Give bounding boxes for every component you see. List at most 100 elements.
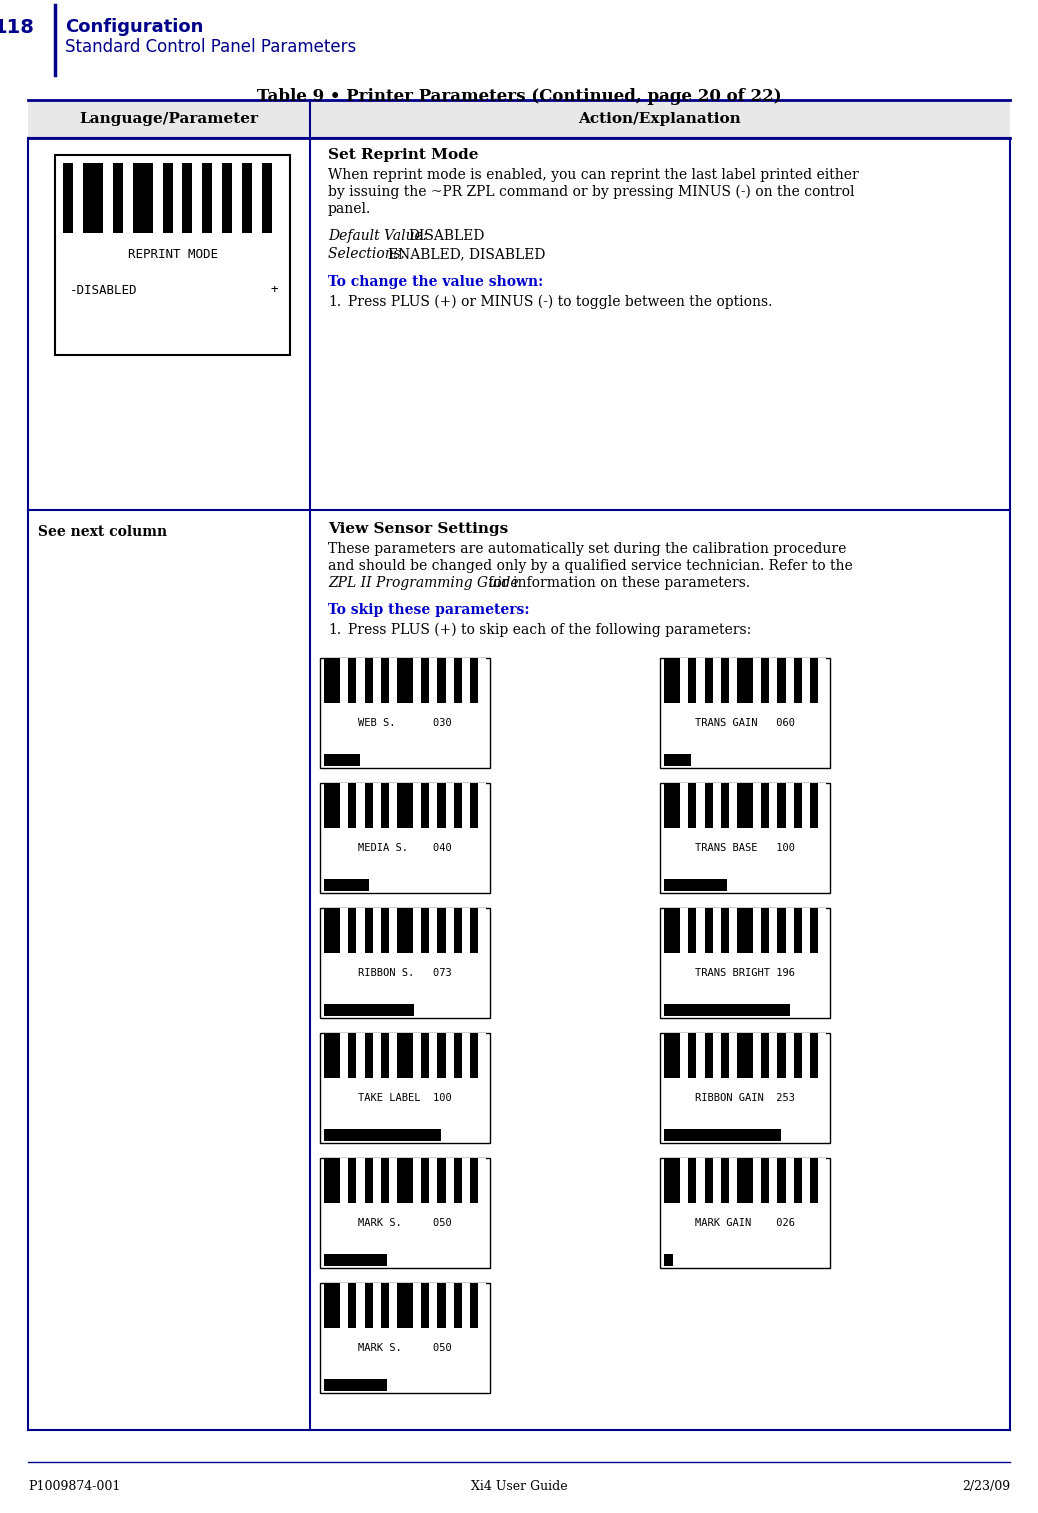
Bar [340,1283,349,1328]
Text: panel.: panel. [328,203,372,216]
Bar [761,1157,769,1203]
Bar [672,908,680,953]
Bar [103,163,113,233]
Bar [696,658,705,704]
Bar [729,908,737,953]
Bar [413,1283,421,1328]
Bar [660,784,830,893]
Bar [262,163,272,233]
Bar [413,908,421,953]
Bar [786,1157,794,1203]
Text: These parameters are automatically set during the calibration procedure: These parameters are automatically set d… [328,542,846,555]
Bar [705,784,713,828]
Bar [705,1033,713,1077]
Bar [445,1283,454,1328]
Bar [664,1254,673,1266]
Bar [373,1157,381,1203]
Bar [389,908,397,953]
Bar [818,908,826,953]
Bar [664,784,672,828]
Bar [672,658,680,704]
Bar [810,1157,818,1203]
Bar [720,658,729,704]
Bar [688,908,696,953]
Text: -DISABLED: -DISABLED [70,283,137,297]
Bar [470,1283,477,1328]
Bar [356,908,364,953]
Bar [381,1283,389,1328]
Text: +: + [271,283,278,297]
Bar [340,784,349,828]
Bar [754,784,761,828]
Bar [340,1157,349,1203]
Bar [364,784,373,828]
Bar [462,1157,470,1203]
Bar [680,784,688,828]
Bar [430,784,437,828]
Bar [320,908,490,1018]
Bar [720,908,729,953]
Bar [364,658,373,704]
Bar [810,784,818,828]
Bar [761,658,769,704]
Bar [340,908,349,953]
Bar [786,658,794,704]
Bar [696,1033,705,1077]
Bar [320,1283,490,1393]
Bar [55,154,290,356]
Text: for information on these parameters.: for information on these parameters. [484,576,750,590]
Bar [810,658,818,704]
Bar [183,163,192,233]
Bar [477,1033,486,1077]
Bar [405,1033,413,1077]
Bar [664,1129,781,1141]
Text: Action/Explanation: Action/Explanation [578,112,741,126]
Bar [252,163,262,233]
Bar [356,784,364,828]
Bar [477,1283,486,1328]
Bar [172,163,183,233]
Bar [332,908,340,953]
Bar [769,784,777,828]
Text: P1009874-001: P1009874-001 [28,1480,120,1493]
Bar [786,1033,794,1077]
Bar [405,784,413,828]
Bar [470,1033,477,1077]
Bar [801,908,810,953]
Bar [664,879,727,891]
Bar [688,1033,696,1077]
Bar [437,908,445,953]
Bar [660,908,830,1018]
Bar [445,1033,454,1077]
Bar [745,784,754,828]
Bar [462,784,470,828]
Bar [801,658,810,704]
Text: MARK GAIN    026: MARK GAIN 026 [695,1218,795,1229]
Bar [381,908,389,953]
Bar [761,784,769,828]
Bar [413,1033,421,1077]
Bar [389,1033,397,1077]
Bar [680,908,688,953]
Bar [745,1157,754,1203]
Bar [356,1033,364,1077]
Bar [462,908,470,953]
Text: To skip these parameters:: To skip these parameters: [328,604,529,617]
Bar [320,784,490,893]
Bar [272,163,282,233]
Bar [477,908,486,953]
Bar [213,163,222,233]
Bar [818,1033,826,1077]
Bar [349,784,356,828]
Bar [445,908,454,953]
Bar [324,879,368,891]
Text: See next column: See next column [38,525,167,539]
Bar [664,753,691,766]
Bar [373,658,381,704]
Bar [737,908,745,953]
Bar [437,1283,445,1328]
Bar [745,908,754,953]
Bar [818,1157,826,1203]
Bar [801,784,810,828]
Text: TRANS BASE   100: TRANS BASE 100 [695,843,795,853]
